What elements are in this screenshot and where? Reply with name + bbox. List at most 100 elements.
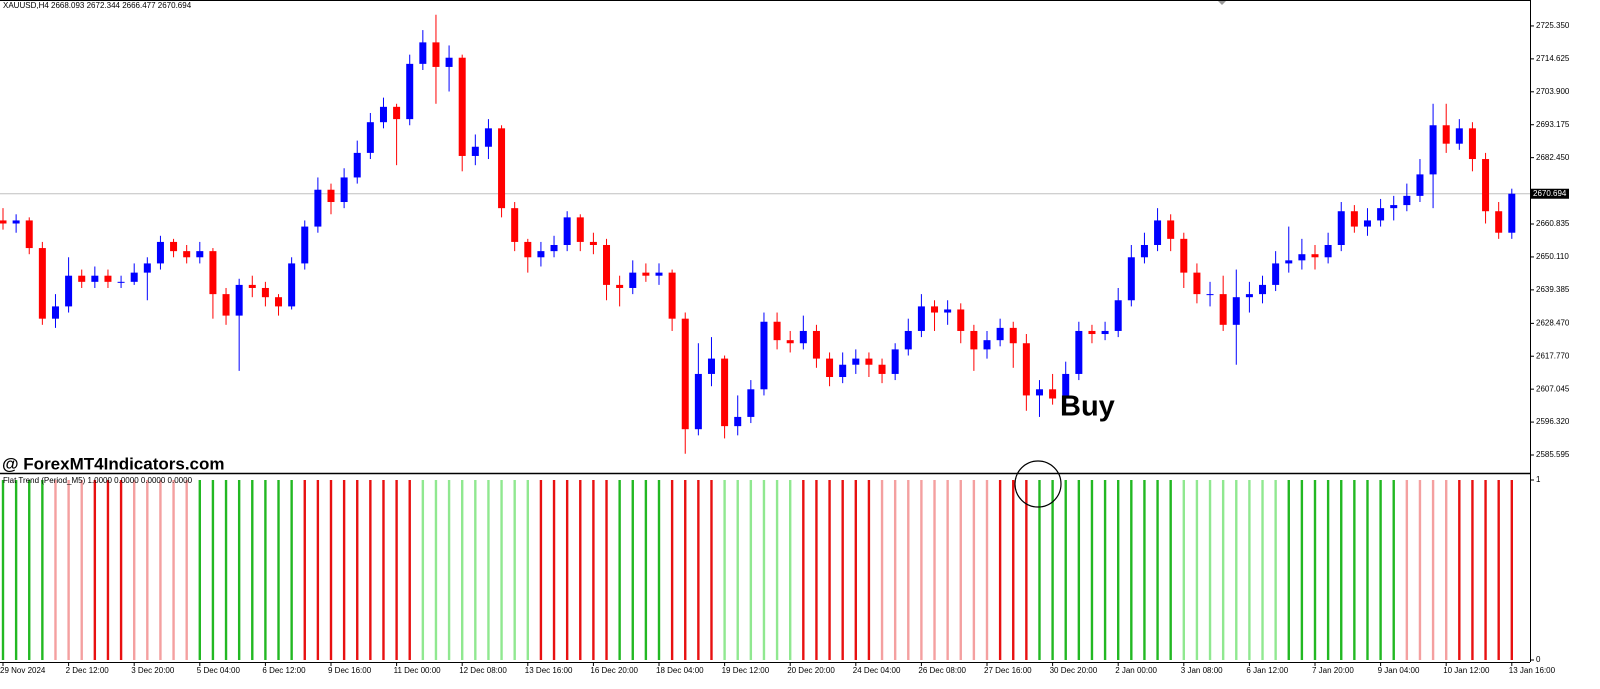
candle-body [707,358,715,374]
indicator-title: Flat Trend (Period_M5) 1.0000 0.0000 0.0… [3,476,193,485]
x-tick-label: 19 Dec 12:00 [722,666,770,675]
histogram-bar [237,480,241,660]
candle-body [222,294,230,316]
candle-body [786,340,794,344]
histogram-bar [146,480,149,660]
histogram-bar [28,480,31,660]
candle-body [957,309,965,331]
candle-body [983,340,991,350]
histogram-bar [1471,480,1474,660]
candle-body [1180,238,1188,273]
candle-body [261,287,269,298]
histogram-bar [592,480,595,660]
histogram-bar [749,480,753,660]
y-tick-label: 2628.470 [1536,318,1570,327]
histogram-bar [41,480,44,660]
last-price-box [1531,188,1569,199]
histogram-bar [972,480,976,660]
candle-body [1259,284,1267,295]
candle-body [603,244,611,285]
histogram-bar [1261,480,1264,660]
candle-body [393,106,401,120]
x-tick-label: 5 Dec 04:00 [197,666,241,675]
histogram-bar [802,480,805,660]
candle-body [1337,211,1345,245]
candle-body [445,57,453,67]
histogram-bar [762,480,766,660]
histogram-bar [1208,480,1212,660]
candle-body [1298,254,1306,261]
histogram-bar [93,480,97,660]
histogram-bar [907,480,910,660]
candle-body [996,327,1004,341]
watermark: @ ForexMT4Indicators.com [2,454,225,473]
candle-body [484,128,492,147]
y-tick-label: 2725.350 [1536,21,1570,30]
candle-body [51,306,59,319]
y-tick-label: 2650.110 [1536,252,1569,261]
candle-body [353,152,361,178]
histogram-bar [1130,480,1133,660]
histogram-bar [1274,480,1277,660]
histogram-bar [1182,480,1185,660]
histogram-bar [369,480,372,660]
x-tick-label: 24 Dec 04:00 [853,666,901,675]
histogram-bar [395,480,398,660]
x-tick-label: 12 Dec 08:00 [459,666,507,675]
candle-body [65,275,73,307]
candle-body [1049,389,1057,399]
candle-body [1272,263,1280,285]
candle-body [970,330,978,350]
candle-body [25,220,33,249]
candle-body [1167,220,1175,239]
histogram-bar [290,480,293,660]
histogram-bar [828,480,831,660]
candle-body [681,318,689,430]
candle-body [1508,193,1516,233]
histogram-bar [1012,480,1015,660]
candle-body [589,241,597,245]
candle-body [406,63,414,120]
candle-body [275,297,283,307]
y-tick-label: 1 [1536,475,1541,484]
marks [0,14,1530,660]
histogram-bar [1340,480,1343,660]
x-tick-label: 27 Dec 16:00 [984,666,1032,675]
histogram-bar [1418,480,1422,660]
histogram-bar [1038,480,1041,660]
histogram-bar [1195,480,1199,660]
histogram-bar [500,480,503,660]
histogram-bar [880,480,884,660]
histogram-bar [1458,480,1461,660]
histogram-bar [1326,480,1330,660]
candle-body [563,217,571,245]
histogram-bar [697,480,700,660]
candle-body [1101,330,1109,335]
buy-label: Buy [1060,391,1115,423]
candle-body [432,42,440,67]
histogram-bar [1379,480,1382,660]
candle-body [1429,125,1437,175]
candle-body [931,306,939,313]
y-tick-label: 2703.900 [1536,87,1570,96]
x-tick-label: 30 Dec 20:00 [1050,666,1098,675]
histogram-bar [736,480,739,660]
histogram-bar [513,480,516,660]
histogram-bar [605,480,608,660]
histogram-bar [329,480,333,660]
candle-body [1009,327,1017,344]
candle-body [78,275,86,282]
candle-body [524,241,532,258]
candle-body [550,244,558,252]
candle-body [734,416,742,427]
candle-body [288,263,296,307]
candle-body [1127,257,1135,301]
candle-body [760,321,768,390]
candle-body [1245,294,1253,298]
candle-body [852,358,860,365]
candle-body [91,275,99,282]
candle-body [1114,300,1122,331]
histogram-bar [1221,480,1225,660]
candle-body [1311,254,1319,258]
histogram-bar [1353,480,1356,660]
